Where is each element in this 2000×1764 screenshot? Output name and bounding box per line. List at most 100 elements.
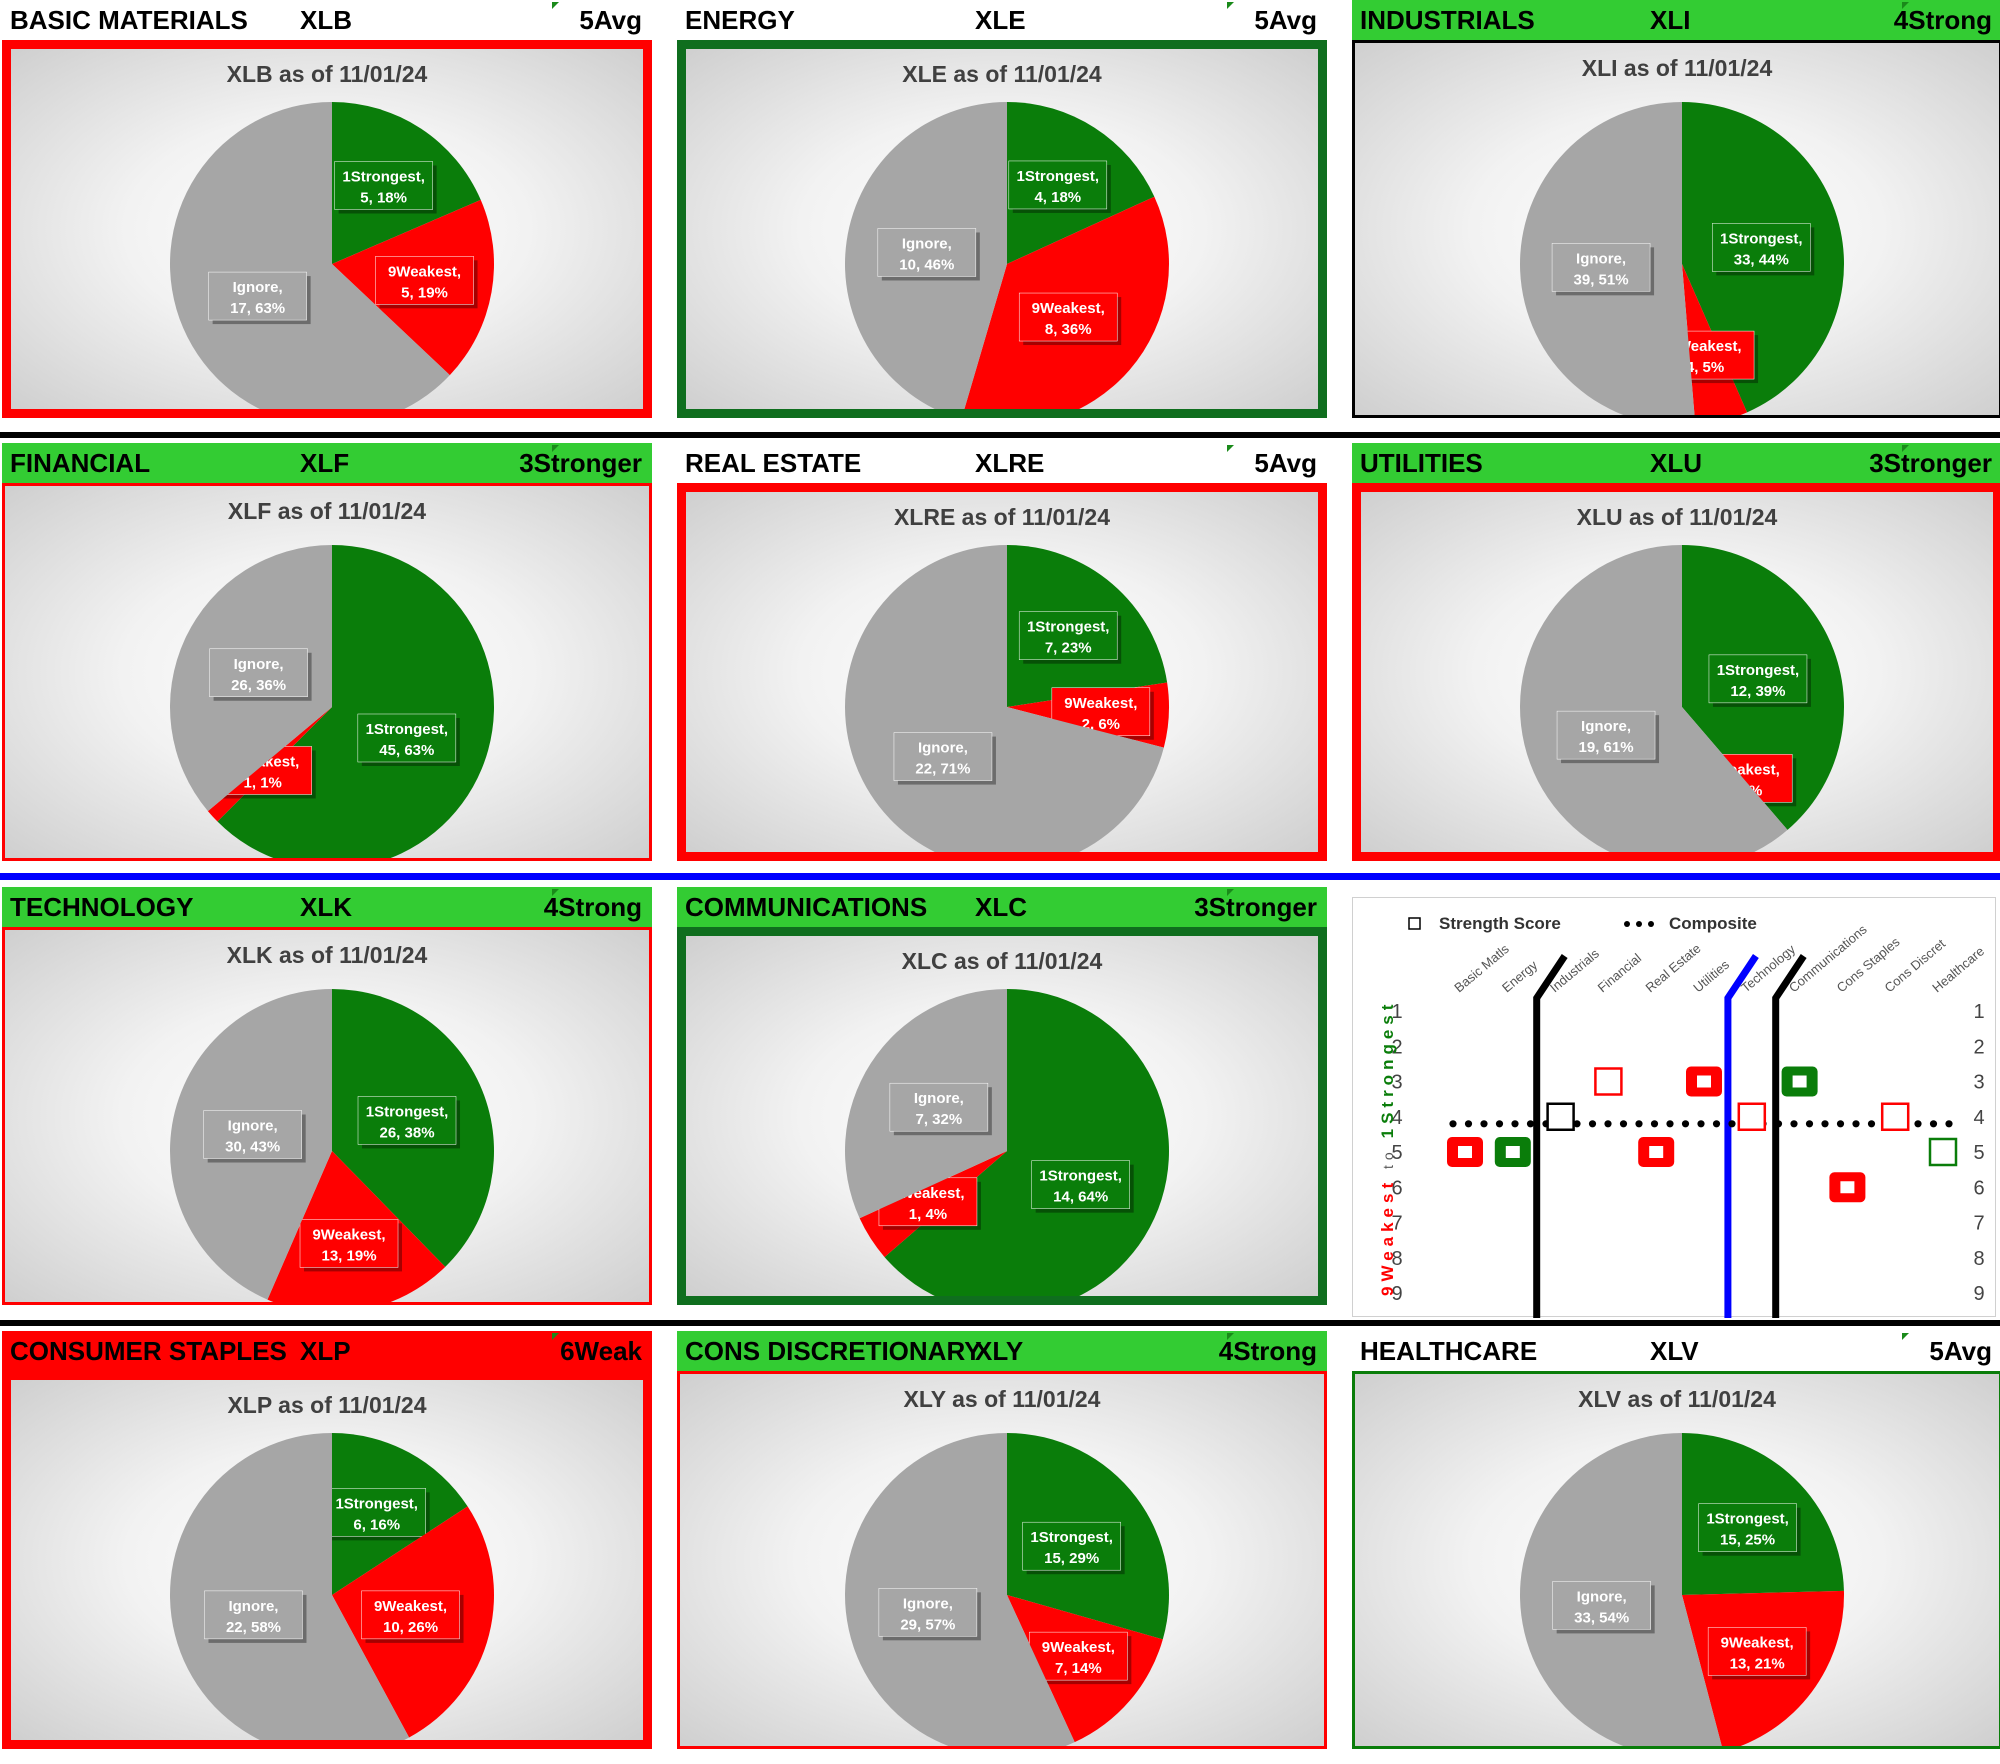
- chart-frame: XLU as of 11/01/24 1Strongest, 12, 39% 9Wea…: [1352, 483, 2000, 861]
- sector-group-divider: [1772, 954, 1807, 1318]
- chart-frame: XLI as of 11/01/24 1Strongest, 33, 44% 9Wea…: [1352, 40, 2000, 418]
- ticker-symbol: XLC: [975, 891, 1027, 922]
- chart-frame: XLC as of 11/01/24 1Strongest, 14, 64% 9Wea…: [677, 927, 1327, 1305]
- comment-marker-icon: [1227, 445, 1234, 452]
- strength-rating: 5Avg: [579, 4, 642, 35]
- pie-chart: 1Strongest,12, 39%9Weakest,0, 0%Ignore,1…: [1520, 545, 1844, 852]
- strength-marker: [1546, 1102, 1575, 1131]
- strength-rating: 3Stronger: [1194, 891, 1317, 922]
- row-separator: [0, 1320, 2000, 1326]
- strength-rating: 4Strong: [1218, 1335, 1317, 1366]
- composite-dot: [1852, 1120, 1860, 1128]
- y-tick-left: 1: [1391, 1001, 1402, 1023]
- slice-label-name: 9Weakest,: [312, 1226, 385, 1243]
- composite-dot: [1836, 1120, 1845, 1128]
- slice-data-label: 9Weakest, 8, 36%: [1018, 292, 1122, 346]
- plot-area: XLB as of 11/01/24 1Strongest, 5, 18% 9Weak…: [11, 49, 643, 409]
- slice-label-name: 1Strongest,: [366, 721, 449, 738]
- slice-label-value: 10, 26%: [383, 1619, 438, 1636]
- slice-label-name: Ignore,: [233, 279, 283, 296]
- slice-label-value: 15, 29%: [1044, 1550, 1099, 1567]
- panel-header: HEALTHCARE XLV 5Avg: [1352, 1331, 2000, 1371]
- slice-data-label: 1Strongest, 45, 63%: [357, 713, 460, 766]
- chart-legend: Strength Score Composite: [1408, 914, 1757, 933]
- sector-name: TECHNOLOGY: [10, 891, 194, 922]
- composite-dot: [1805, 1120, 1814, 1128]
- composite-dot: [1821, 1120, 1829, 1128]
- chart-frame: XLE as of 11/01/24 1Strongest, 4, 18% 9Weak…: [677, 40, 1327, 418]
- comment-marker-icon: [1902, 445, 1909, 452]
- strength-marker: [1494, 1137, 1531, 1167]
- composite-dot: [1449, 1120, 1457, 1128]
- slice-data-label: 1Strongest, 15, 29%: [1022, 1521, 1125, 1575]
- sector-name: ENERGY: [685, 4, 795, 35]
- strength-marker: [1880, 1102, 1910, 1131]
- slice-label-name: 1Strongest,: [1039, 1168, 1122, 1185]
- slice-label-value: 5, 19%: [401, 284, 448, 301]
- slice-label-value: 26, 38%: [379, 1124, 434, 1141]
- composite-dot: [1681, 1120, 1690, 1128]
- chart-title: XLI as of 11/01/24: [1581, 55, 1773, 81]
- slice-data-label: Ignore, 19, 61%: [1556, 710, 1660, 764]
- sector-panel-xlc: COMMUNICATIONS XLC 3Stronger XLC as of 11/0…: [677, 887, 1327, 1319]
- plot-area: XLP as of 11/01/24 1Strongest, 6, 16% 9Weak…: [11, 1380, 643, 1740]
- panel-header: UTILITIES XLU 3Stronger: [1352, 443, 2000, 483]
- slice-data-label: Ignore, 22, 71%: [893, 732, 996, 785]
- sector-panel-xlre: REAL ESTATE XLRE 5Avg XLRE as of 11/01/24 1S…: [677, 443, 1327, 875]
- pie-slice-ignore: [1520, 545, 1788, 852]
- y-tick-right: 8: [1973, 1248, 1984, 1270]
- row-separator: [0, 873, 2000, 880]
- comment-marker-icon: [1227, 1333, 1234, 1340]
- pie-chart: 1Strongest, 15, 25% 9Weakest, 13, 21% Ignore…: [1519, 1433, 1844, 1746]
- chart-title: XLF as of 11/01/24: [227, 498, 427, 524]
- comment-marker-icon: [552, 889, 559, 896]
- slice-label-name: Ignore,: [228, 1118, 278, 1135]
- pie-chart: 1Strongest,14, 64%9Weakest,1, 4%Ignore,7…: [845, 989, 1169, 1296]
- y-tick-left: 4: [1391, 1107, 1402, 1129]
- slice-label-name: 1Strongest,: [1027, 619, 1110, 636]
- strength-marker: [1829, 1172, 1866, 1203]
- panel-header: INDUSTRIALS XLI 4Strong: [1352, 0, 2000, 40]
- slice-data-label: 9Weakest, 7, 14%: [1029, 1631, 1132, 1685]
- strength-marker: [1594, 1067, 1623, 1096]
- composite-dot: [1650, 1120, 1659, 1128]
- ticker-symbol: XLY: [975, 1335, 1024, 1366]
- sector-name: CONS DISCRETIONARY: [685, 1335, 982, 1366]
- y-tick-left: 2: [1391, 1036, 1402, 1058]
- pie-slice-ignore: [170, 1433, 410, 1740]
- pie-slice-ignore: [170, 102, 450, 409]
- strength-marker: [1928, 1137, 1958, 1167]
- pie-chart: 1Strongest, 15, 29% 9Weakest, 7, 14% Ignore,…: [845, 1433, 1169, 1746]
- ticker-symbol: XLP: [300, 1335, 351, 1366]
- composite-dot: [1619, 1120, 1628, 1128]
- slice-data-label: 1Strongest, 15, 25%: [1698, 1503, 1801, 1556]
- slice-data-label: 9Weakest, 5, 19%: [375, 256, 478, 309]
- slice-label-value: 13, 21%: [1730, 1655, 1785, 1672]
- slice-label-name: 1Strongest,: [342, 168, 425, 185]
- sector-name: BASIC MATERIALS: [10, 4, 248, 35]
- y-tick-right: 2: [1973, 1036, 1984, 1058]
- slice-label-value: 12, 39%: [1730, 683, 1785, 700]
- strength-rating: 4Strong: [543, 891, 642, 922]
- chart-title: XLB as of 11/01/24: [226, 61, 428, 87]
- slice-label-name: 9Weakest,: [1064, 695, 1137, 712]
- row-separator: [0, 432, 2000, 438]
- legend-composite-label: Composite: [1669, 914, 1757, 933]
- composite-dot: [1697, 1120, 1705, 1128]
- chart-title: XLU as of 11/01/24: [1576, 504, 1778, 530]
- strength-summary-chart: Strength Score Composite Basic Matls Energy…: [1352, 897, 1996, 1318]
- slice-data-label: 9Weakest, 10, 26%: [361, 1590, 464, 1643]
- slice-data-label: Ignore, 29, 57%: [878, 1588, 981, 1641]
- slice-label-name: Ignore,: [902, 235, 952, 252]
- chart-frame: XLB as of 11/01/24 1Strongest, 5, 18% 9Weak…: [2, 40, 652, 418]
- plot-area: XLE as of 11/01/24 1Strongest, 4, 18% 9Weak…: [686, 49, 1318, 409]
- panel-header: CONS DISCRETIONARY XLY 4Strong: [677, 1331, 1327, 1371]
- sector-name: CONSUMER STAPLES: [10, 1335, 287, 1366]
- composite-dot: [1945, 1120, 1953, 1128]
- sector-panel-xlf: FINANCIAL XLF 3Stronger XLF as of 11/01/24 1…: [2, 443, 652, 875]
- sector-name: REAL ESTATE: [685, 447, 862, 478]
- panel-header: TECHNOLOGY XLK 4Strong: [2, 887, 652, 927]
